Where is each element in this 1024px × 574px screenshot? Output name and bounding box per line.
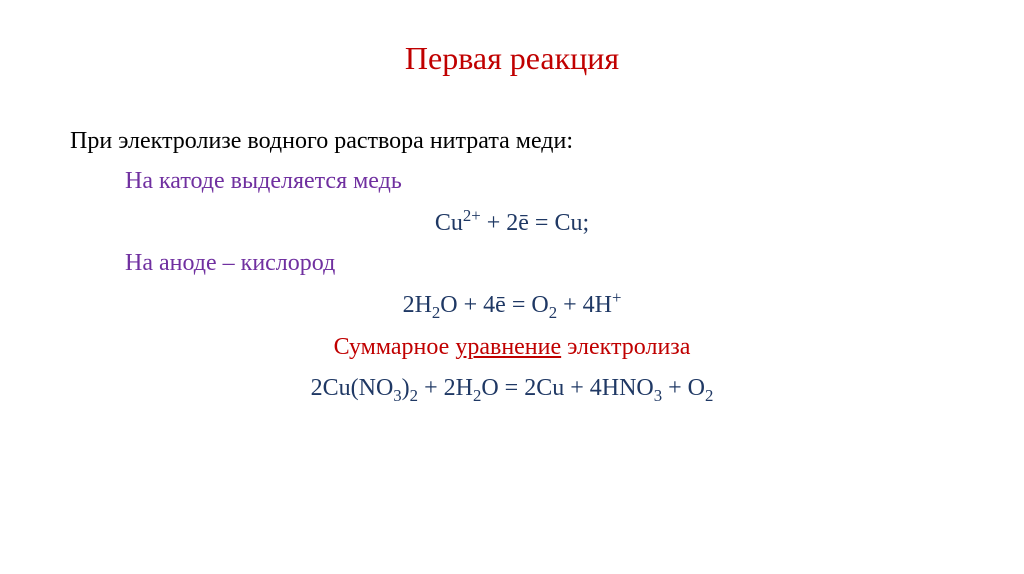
- eq3-t3: + 2H: [418, 375, 473, 401]
- line-anode: На аноде – кислород: [70, 244, 954, 282]
- eq2-t3: + 4H: [557, 292, 612, 318]
- eq2-t1: 2H: [403, 292, 432, 318]
- eq3-s1: 3: [393, 385, 401, 404]
- equation-cathode: Cu2+ + 2ē = Cu;: [70, 203, 954, 242]
- line-cathode: На катоде выделяется медь: [70, 162, 954, 200]
- eq3-t4: O = 2Cu + 4HNO: [481, 375, 653, 401]
- eq2-s2: 2: [549, 302, 557, 321]
- intro-text: При электролизе водного раствора нитрата…: [70, 128, 573, 154]
- eq3-s5: 2: [705, 385, 713, 404]
- eq2-t2: O + 4ē = O: [440, 292, 548, 318]
- slide-body: При электролизе водного раствора нитрата…: [70, 122, 954, 409]
- title-text: Первая реакция: [405, 40, 619, 76]
- sum-t2: уравнение: [455, 334, 561, 360]
- sum-t3: электролиза: [561, 334, 690, 360]
- anode-text: На аноде – кислород: [125, 250, 335, 276]
- eq1-pre: Cu: [435, 210, 463, 236]
- eq3-s4: 3: [654, 385, 662, 404]
- eq1-mid: + 2ē = Cu;: [481, 210, 589, 236]
- slide-title: Первая реакция: [70, 40, 954, 77]
- eq3-t2: ): [402, 375, 410, 401]
- eq2-s3: +: [612, 288, 621, 307]
- line-summary: Суммарное уравнение электролиза: [70, 328, 954, 366]
- cathode-text: На катоде выделяется медь: [125, 168, 402, 194]
- eq3-s2: 2: [410, 385, 418, 404]
- equation-anode: 2H2O + 4ē = O2 + 4H+: [70, 285, 954, 327]
- eq3-t5: + O: [662, 375, 705, 401]
- sum-t1: Суммарное: [334, 334, 456, 360]
- eq3-t1: 2Cu(NO: [311, 375, 394, 401]
- line-intro: При электролизе водного раствора нитрата…: [70, 122, 954, 160]
- equation-summary: 2Cu(NO3)2 + 2H2O = 2Cu + 4HNO3 + O2: [70, 369, 954, 410]
- eq1-sup: 2+: [463, 206, 481, 225]
- slide-content: Первая реакция При электролизе водного р…: [0, 0, 1024, 574]
